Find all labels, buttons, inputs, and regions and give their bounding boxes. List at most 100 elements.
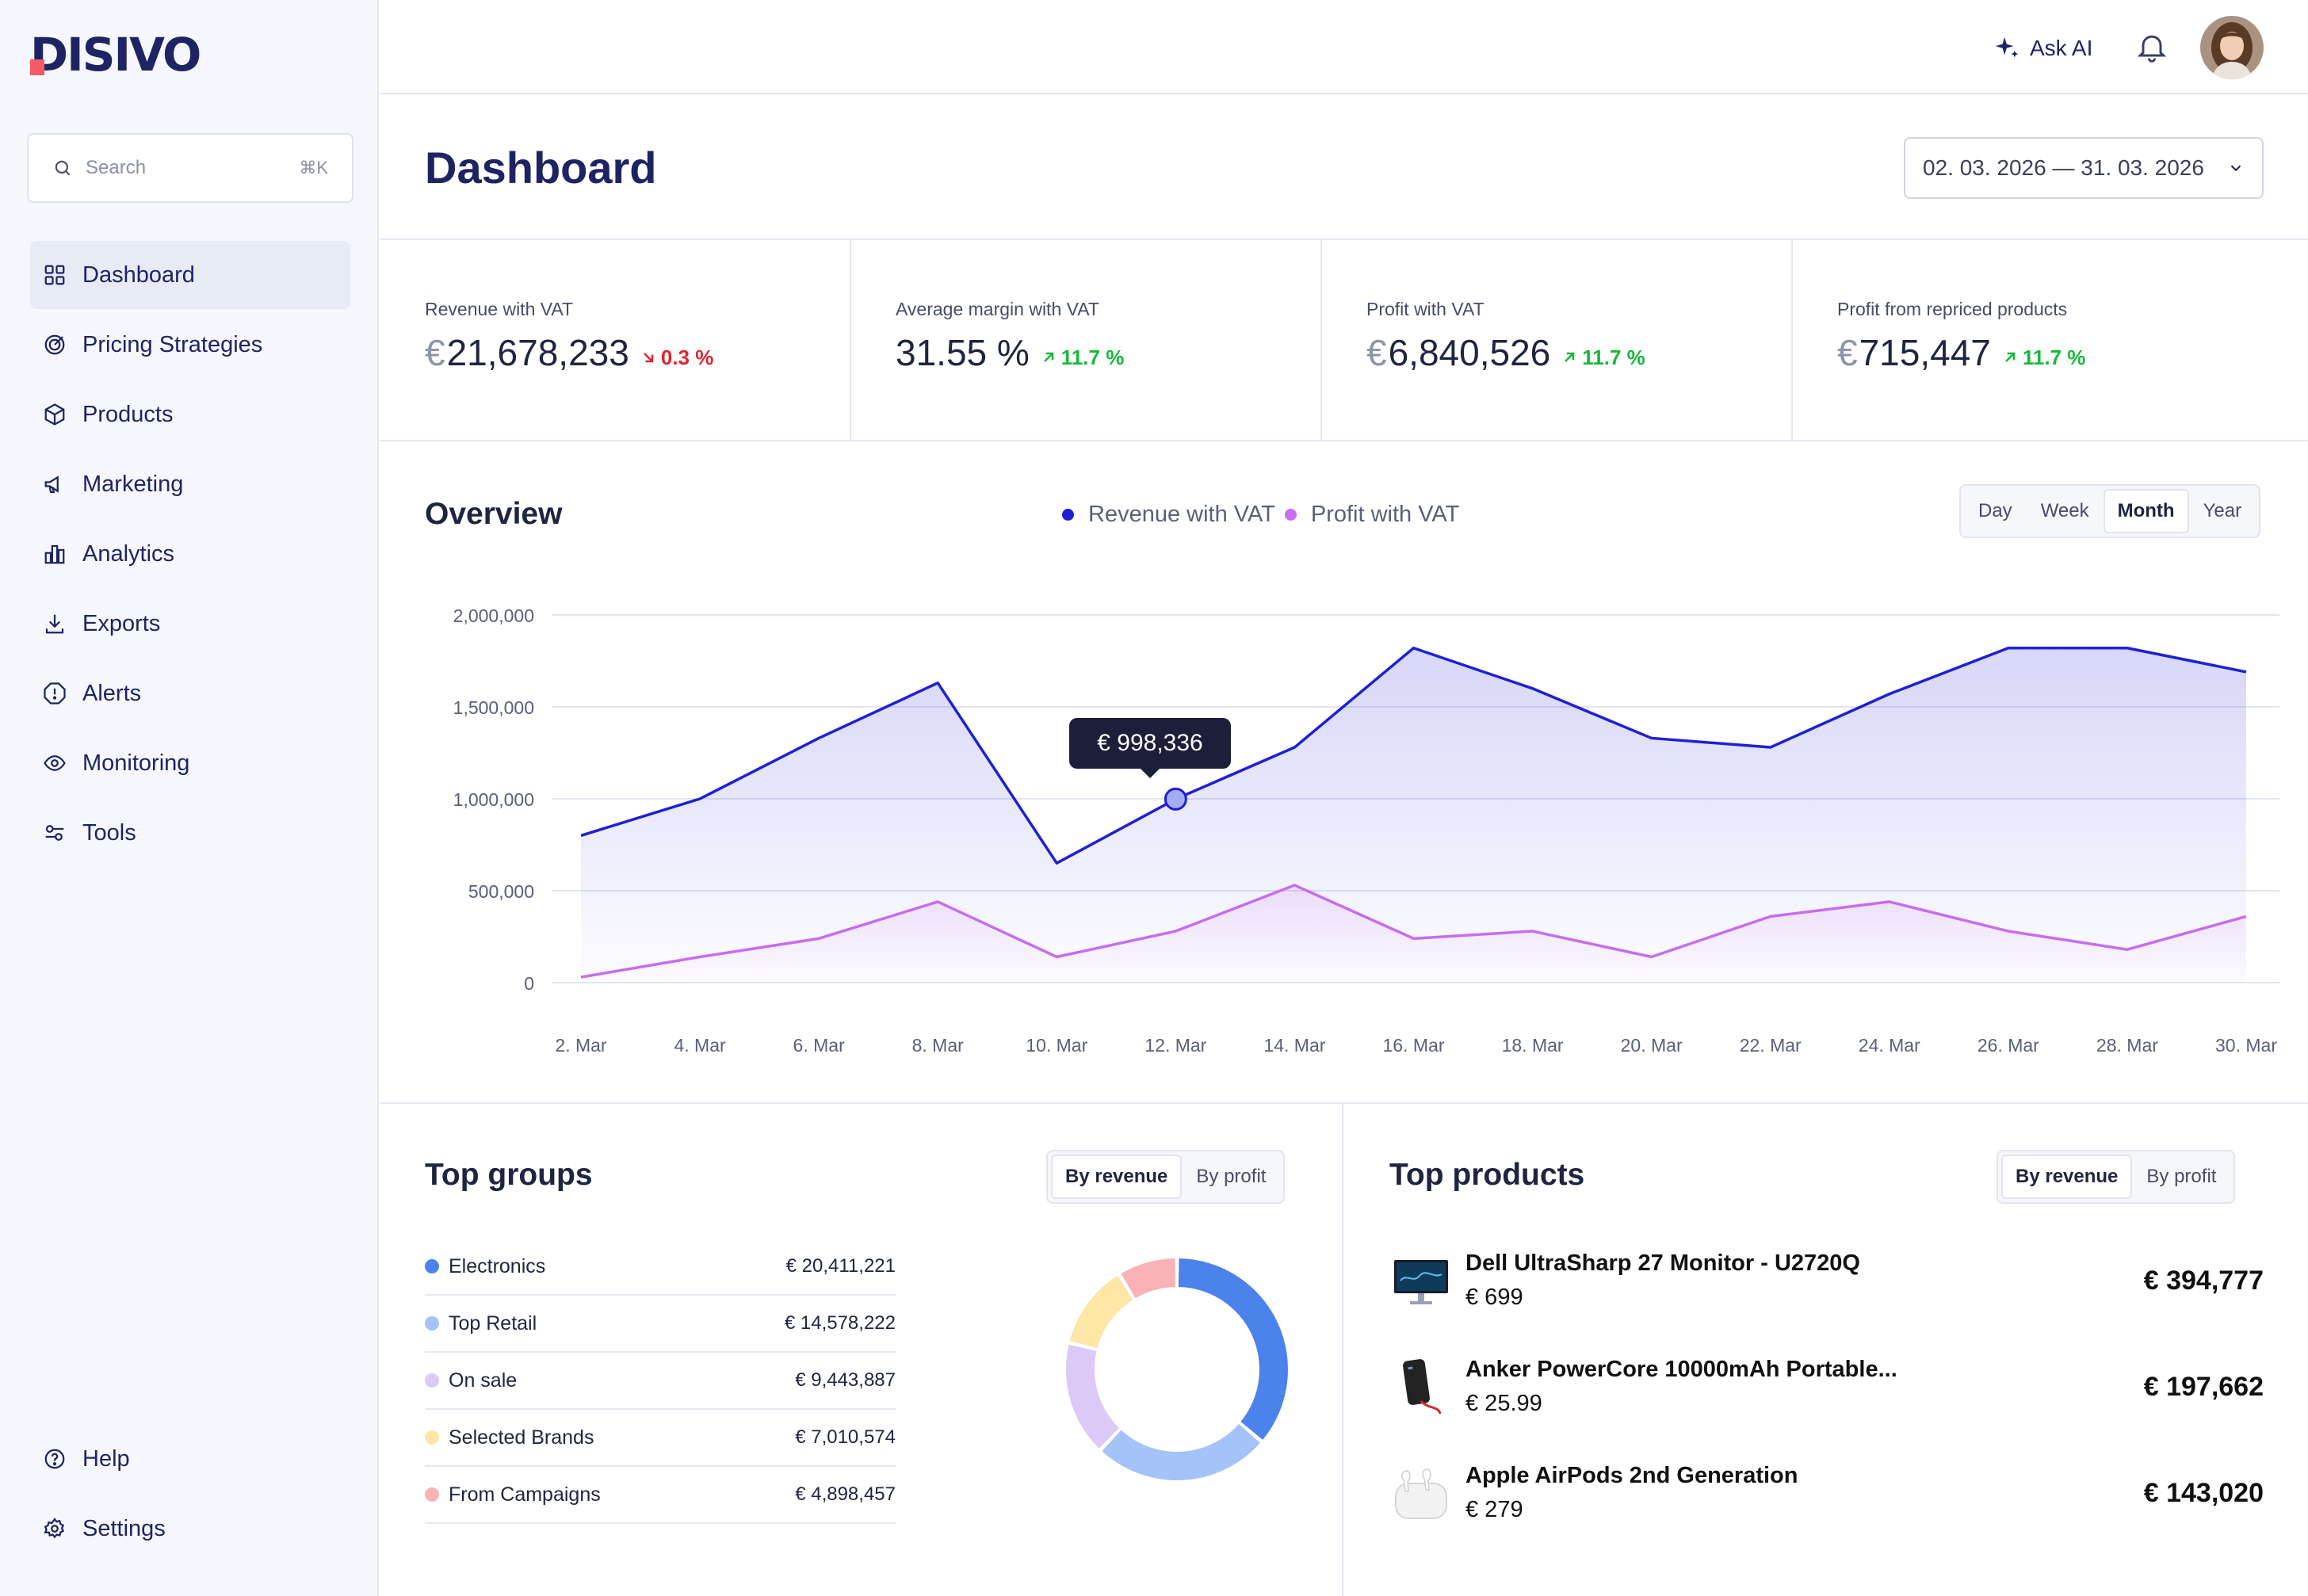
period-year[interactable]: Year [2203, 500, 2242, 521]
sidebar-item-alerts[interactable]: Alerts [30, 659, 350, 727]
sidebar-item-settings[interactable]: Settings [30, 1495, 350, 1563]
donut-slice[interactable] [1178, 1258, 1288, 1440]
monitor-icon [1394, 1260, 1448, 1304]
legend-dot [1062, 509, 1074, 521]
list-item[interactable]: Top Retail € 14,578,222 [425, 1296, 896, 1353]
list-item[interactable]: Selected Brands € 7,010,574 [425, 1410, 896, 1467]
kpi-card-margin: Average margin with VAT 31.55 % 11.7 % [851, 240, 1322, 440]
legend-item-profit[interactable]: Profit with VAT [1284, 502, 1460, 528]
page-header: Dashboard 02. 03. 2026 — 31. 03. 2026 [380, 94, 2308, 240]
tab-by-revenue[interactable]: By revenue [2001, 1155, 2133, 1199]
list-item[interactable]: Electronics € 20,411,221 [425, 1239, 896, 1296]
bar-chart-icon [44, 544, 65, 564]
product-revenue: € 143,020 [2143, 1477, 2264, 1508]
x-tick-label: 22. Mar [1740, 1035, 1802, 1056]
group-color-dot [425, 1430, 439, 1445]
donut-slice[interactable] [1069, 1275, 1133, 1349]
x-tick-label: 8. Mar [912, 1035, 965, 1056]
tab-by-revenue[interactable]: By revenue [1051, 1155, 1183, 1199]
sidebar-item-label: Dashboard [82, 262, 195, 288]
list-item[interactable]: Dell UltraSharp 27 Monitor - U2720Q € 69… [1389, 1241, 2264, 1320]
donut-slice[interactable] [1121, 1258, 1176, 1299]
legend-item-revenue[interactable]: Revenue with VAT [1062, 502, 1275, 528]
group-value: € 14,578,222 [784, 1312, 896, 1334]
chevron-down-icon [2230, 165, 2241, 172]
product-price: € 699 [1465, 1285, 1523, 1310]
donut-slice[interactable] [1102, 1423, 1260, 1480]
box-icon [44, 403, 65, 426]
sidebar-item-label: Products [82, 401, 174, 427]
period-month[interactable]: Month [2103, 489, 2189, 533]
sidebar-item-dashboard[interactable]: Dashboard [30, 241, 350, 309]
date-range-value: 02. 03. 2026 — 31. 03. 2026 [1923, 155, 2204, 180]
ask-ai-button[interactable]: Ask AI [1993, 30, 2092, 67]
kpi-currency: € [1837, 332, 1858, 373]
kpi-card-repriced: Profit from repriced products € 715,447 … [1793, 240, 2308, 440]
sidebar-item-help[interactable]: Help [30, 1425, 350, 1493]
top-groups-tabs: By revenue By profit [1046, 1150, 1286, 1204]
sidebar-item-tools[interactable]: Tools [30, 799, 350, 867]
group-name: Electronics [449, 1254, 546, 1277]
x-tick-label: 10. Mar [1026, 1035, 1087, 1056]
y-tick-label: 2,000,000 [453, 605, 534, 626]
donut-slice[interactable] [1066, 1344, 1119, 1449]
power-bank-icon [1403, 1359, 1442, 1415]
kpi-card-profit: Profit with VAT € 6,840,526 11.7 % [1322, 240, 1793, 440]
overview-chart: 2,000,000 1,500,000 1,000,000 500,000 0 2. Ma… [453, 605, 2279, 1056]
alert-octagon-icon [44, 682, 66, 704]
group-list: Electronics € 20,411,221 Top Retail € 14… [425, 1239, 896, 1524]
avatar[interactable] [2200, 16, 2264, 79]
tab-by-profit[interactable]: By profit [1196, 1166, 1267, 1187]
y-tick-label: 500,000 [468, 881, 534, 902]
brand-logo[interactable]: DISIVO [30, 28, 201, 82]
series-area [581, 647, 2246, 983]
product-price: € 25.99 [1465, 1391, 1542, 1416]
highlighted-data-point [1164, 787, 1187, 811]
date-range-picker[interactable]: 02. 03. 2026 — 31. 03. 2026 [1904, 137, 2264, 199]
x-tick-label: 20. Mar [1621, 1035, 1683, 1056]
group-color-dot [425, 1373, 439, 1388]
sidebar-item-analytics[interactable]: Analytics [30, 520, 350, 588]
search-input[interactable]: Search ⌘K [27, 133, 353, 203]
kpi-change-value: 11.7 % [1060, 345, 1125, 369]
sidebar-item-pricing-strategies[interactable]: Pricing Strategies [30, 311, 350, 379]
kpi-currency: € [1366, 332, 1387, 373]
period-week[interactable]: Week [2040, 500, 2089, 521]
ask-ai-label: Ask AI [2030, 36, 2093, 60]
sidebar-item-exports[interactable]: Exports [30, 590, 350, 658]
grid-icon [44, 265, 65, 285]
kpi-change: 0.3 % [640, 346, 713, 370]
sidebar-item-label: Alerts [82, 680, 142, 706]
kpi-row: Revenue with VAT € 21,678,233 0.3 % Aver… [380, 240, 2308, 441]
product-name: Apple AirPods 2nd Generation [1465, 1463, 1798, 1488]
list-item[interactable]: From Campaigns € 4,898,457 [425, 1467, 896, 1524]
y-tick-label: 1,500,000 [453, 697, 534, 718]
x-tick-label: 24. Mar [1859, 1035, 1920, 1056]
list-item[interactable]: Apple AirPods 2nd Generation € 279 € 143… [1389, 1453, 2264, 1533]
topbar: Ask AI [380, 0, 2308, 94]
target-icon [44, 334, 65, 355]
sidebar-item-products[interactable]: Products [30, 380, 350, 449]
period-day[interactable]: Day [1978, 500, 2012, 521]
list-item[interactable]: Anker PowerCore 10000mAh Portable... € 2… [1389, 1347, 2264, 1426]
x-tick-label: 26. Mar [1977, 1035, 2039, 1056]
sidebar-item-monitoring[interactable]: Monitoring [30, 729, 350, 797]
arrow-up-right-icon [2004, 352, 2016, 362]
product-name: Anker PowerCore 10000mAh Portable... [1465, 1357, 1897, 1382]
arrow-up-right-icon [1043, 352, 1054, 362]
bell-icon[interactable] [2134, 29, 2169, 65]
sidebar-nav: Dashboard Pricing Strategies Products Ma… [30, 241, 350, 869]
overview-panel: 2,000,000 1,500,000 1,000,000 500,000 0 2. Ma… [380, 441, 2308, 1104]
top-products-title: Top products [1389, 1158, 1585, 1192]
x-tick-label: 12. Mar [1144, 1035, 1206, 1056]
legend-label: Profit with VAT [1310, 502, 1460, 527]
x-tick-label: 18. Mar [1502, 1035, 1564, 1056]
kpi-value: 21,678,233 [446, 332, 629, 373]
list-item[interactable]: On sale € 9,443,887 [425, 1353, 896, 1410]
arrow-down-right-icon [643, 353, 654, 363]
tab-by-profit[interactable]: By profit [2146, 1166, 2217, 1187]
legend-dot [1284, 509, 1297, 521]
sidebar-item-marketing[interactable]: Marketing [30, 450, 350, 518]
group-name: Top Retail [449, 1312, 537, 1334]
sidebar-item-label: Monitoring [82, 750, 190, 776]
